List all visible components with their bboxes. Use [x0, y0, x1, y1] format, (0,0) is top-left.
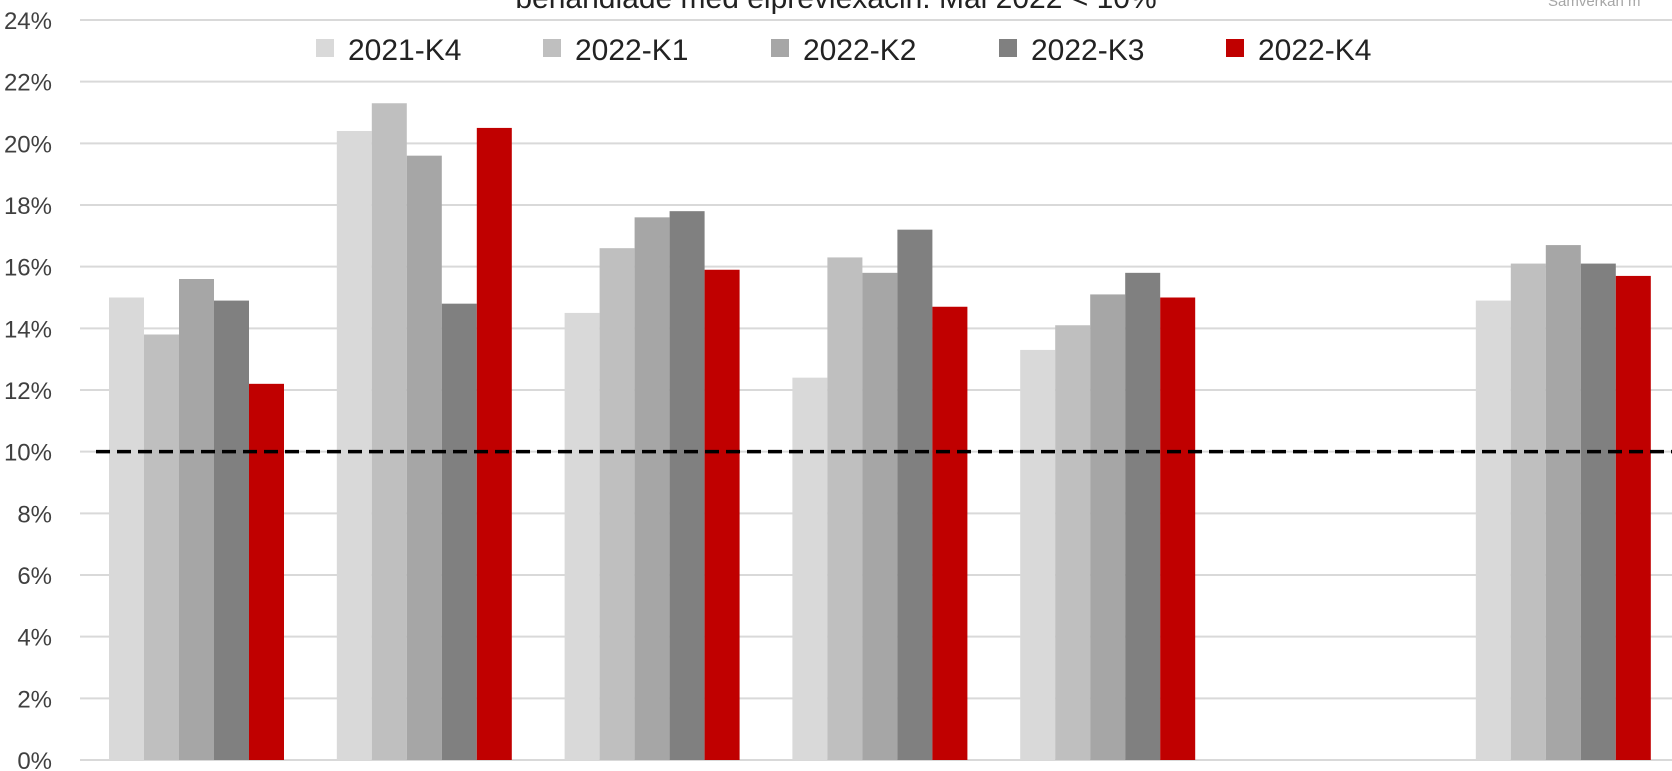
bars: [109, 103, 1651, 761]
legend-swatch: [771, 39, 789, 57]
bar-2022-k4: [1615, 275, 1651, 760]
bar-2022-k2: [1545, 245, 1581, 761]
bar-2022-k4: [249, 383, 284, 760]
bar-2022-k2: [406, 155, 442, 760]
bar-2021-k4: [792, 377, 828, 760]
legend-swatch: [1226, 39, 1244, 57]
y-tick-label: 24%: [4, 8, 52, 35]
bar-2021-k4: [564, 312, 600, 760]
legend-swatch: [543, 39, 561, 57]
bar-2022-k3: [1580, 263, 1616, 760]
y-tick-label: 10%: [4, 440, 52, 467]
legend-swatch: [999, 39, 1017, 57]
bar-2022-k1: [144, 334, 179, 760]
bar-2022-k2: [1090, 294, 1126, 760]
bar-2022-k4: [932, 306, 968, 760]
bar-2022-k4: [1160, 297, 1196, 760]
bar-2021-k4: [1475, 300, 1511, 760]
y-tick-label: 16%: [4, 255, 52, 282]
y-tick-label: 14%: [4, 316, 52, 343]
bar-2022-k3: [897, 229, 933, 760]
bar-2022-k2: [634, 217, 670, 761]
bar-2022-k1: [1055, 325, 1091, 760]
legend-label: 2021-K4: [348, 34, 461, 67]
bar-2021-k4: [336, 131, 372, 760]
y-axis: 0% 2% 4% 6% 8% 10% 12% 14% 16% 18% 20% 22% 24%: [4, 8, 52, 771]
chart-title: behandlade med eiprevlexacin. Mål 2022 <…: [515, 0, 1156, 15]
bar-2022-k4: [476, 127, 512, 760]
bar-2022-k1: [1510, 263, 1546, 760]
y-tick-label: 20%: [4, 131, 52, 158]
legend: 2021-K4 2022-K1 2022-K2 2022-K3 2022-K4: [316, 34, 1371, 67]
legend-label: 2022-K2: [803, 34, 916, 67]
bar-2022-k1: [599, 248, 635, 760]
y-tick-label: 4%: [17, 625, 52, 652]
y-tick-label: 22%: [4, 70, 52, 97]
legend-label: 2022-K3: [1031, 34, 1144, 67]
y-tick-label: 6%: [17, 563, 52, 590]
bar-2022-k2: [862, 272, 898, 760]
bar-2022-k4: [704, 269, 740, 760]
bar-2022-k3: [1125, 272, 1161, 760]
source-note: Samverkan m: [1548, 0, 1641, 10]
bar-2022-k1: [371, 103, 407, 760]
y-tick-label: 2%: [17, 686, 52, 713]
bar-2022-k3: [214, 300, 249, 760]
legend-label: 2022-K4: [1258, 34, 1371, 67]
y-tick-label: 8%: [17, 501, 52, 528]
y-tick-label: 12%: [4, 378, 52, 405]
y-tick-label: 18%: [4, 193, 52, 220]
legend-swatch: [316, 39, 334, 57]
bar-2022-k2: [179, 279, 214, 760]
bar-2021-k4: [109, 297, 144, 760]
bar-2022-k1: [827, 257, 863, 760]
bar-2022-k3: [441, 303, 477, 760]
y-tick-label: 0%: [17, 748, 52, 771]
bar-2022-k3: [669, 211, 705, 760]
bar-2021-k4: [1020, 349, 1056, 760]
legend-label: 2022-K1: [575, 34, 688, 67]
